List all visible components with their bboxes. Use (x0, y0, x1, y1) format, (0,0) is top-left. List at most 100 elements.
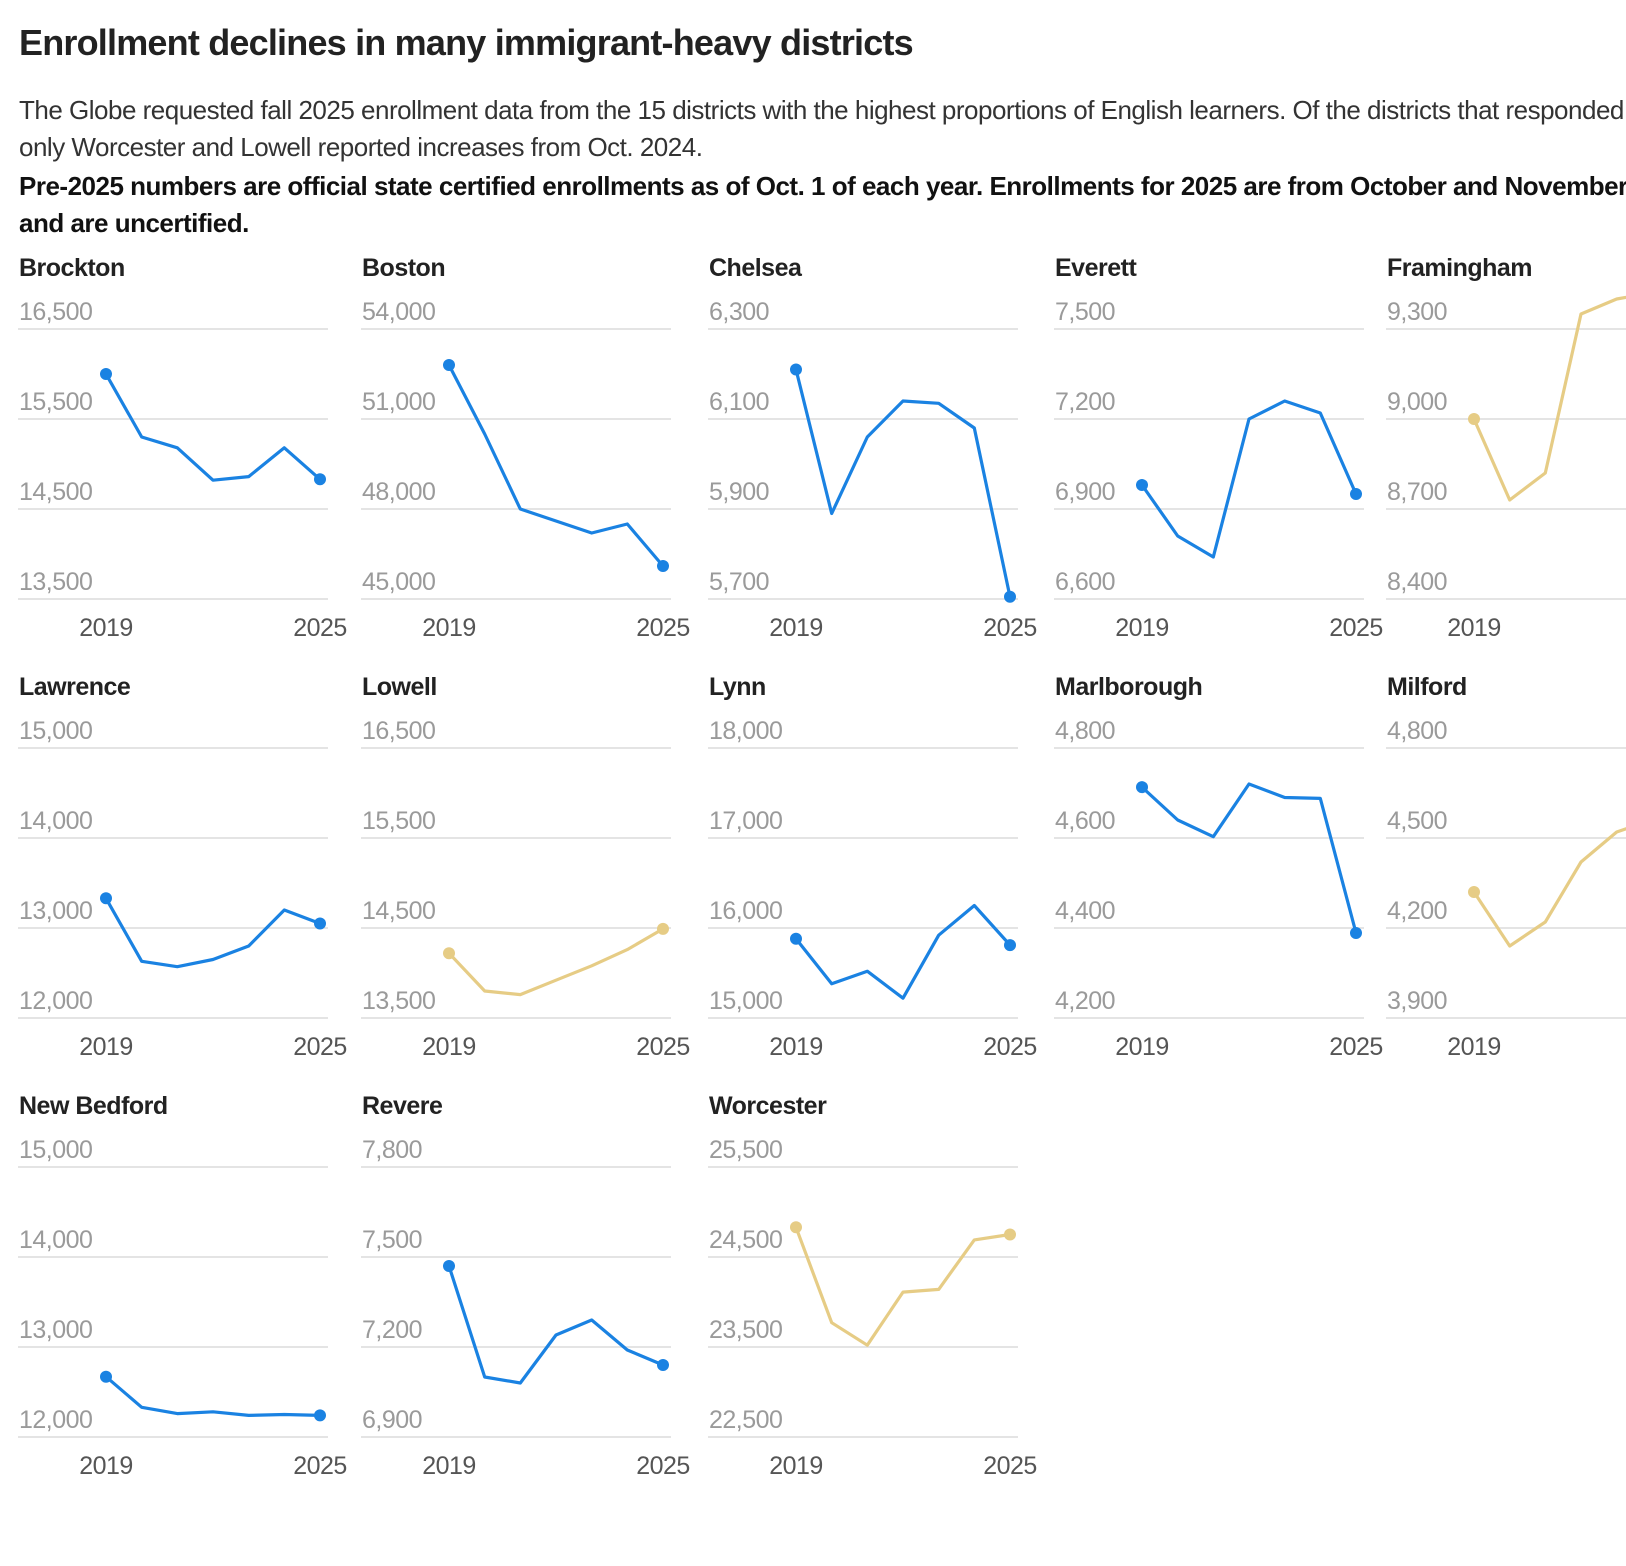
y-tick-label: 9,300 (1387, 298, 1447, 326)
y-tick-label: 15,000 (709, 987, 782, 1015)
y-tick-label: 15,500 (19, 388, 92, 416)
y-tick-label: 5,900 (709, 478, 769, 506)
y-tick-label: 13,500 (362, 987, 435, 1015)
chart-panel: Lowell 16,500 15,500 14,500 13,500 2019 2025 (361, 673, 701, 1093)
series-line (1472, 295, 1626, 502)
y-tick-label: 13,500 (19, 568, 92, 596)
line-chart: 18,000 17,000 16,000 15,000 2019 2025 (708, 717, 1037, 1061)
series-line (1140, 399, 1358, 559)
chart-title: Worcester (709, 1092, 827, 1120)
line-chart: 16,500 15,500 14,500 13,500 2019 2025 (18, 298, 347, 642)
y-tick-label: 9,000 (1387, 388, 1447, 416)
x-tick-label: 2019 (1115, 614, 1169, 642)
y-tick-label: 23,500 (709, 1316, 782, 1344)
y-tick-label: 7,500 (1055, 298, 1115, 326)
chart-title: Framingham (1387, 254, 1533, 282)
start-point (443, 1260, 455, 1272)
line-chart: 15,000 14,000 13,000 12,000 2019 2025 (18, 1136, 347, 1480)
series-line (447, 363, 665, 568)
chart-panel: Worcester 25,500 24,500 23,500 22,500 2019 202… (708, 1092, 1048, 1512)
y-tick-label: 45,000 (362, 568, 435, 596)
chart-title: Marlborough (1055, 673, 1203, 701)
chart-title: Revere (362, 1092, 443, 1120)
x-tick-label: 2019 (422, 614, 476, 642)
end-point (1004, 939, 1016, 952)
y-tick-label: 24,500 (709, 1226, 782, 1254)
y-tick-label: 6,100 (709, 388, 769, 416)
start-point (100, 892, 112, 905)
x-tick-label: 2019 (1447, 614, 1501, 642)
start-point (1468, 886, 1480, 898)
y-tick-label: 13,000 (19, 1316, 92, 1344)
chart-panel: Marlborough 4,800 4,600 4,400 4,200 2019 2025 (1054, 673, 1394, 1093)
start-point (443, 947, 455, 960)
chart-panel: Revere 7,800 7,500 7,200 6,900 2019 2025 (361, 1092, 701, 1512)
end-point (314, 917, 326, 930)
end-point (1350, 488, 1362, 500)
y-tick-label: 16,500 (19, 298, 92, 326)
chart-title: Boston (362, 254, 446, 282)
y-tick-label: 14,000 (19, 1226, 92, 1254)
y-tick-label: 8,400 (1387, 568, 1447, 596)
chart-panel: Brockton 16,500 15,500 14,500 13,500 2019 2025 (18, 254, 358, 674)
x-tick-label: 2025 (293, 1452, 347, 1480)
start-point (1136, 479, 1148, 491)
line-chart: 15,000 14,000 13,000 12,000 2019 2025 (18, 717, 347, 1061)
x-tick-label: 2019 (769, 1033, 823, 1061)
y-tick-label: 8,700 (1387, 478, 1447, 506)
series-line (794, 367, 1012, 599)
y-tick-label: 15,000 (19, 717, 92, 745)
start-point (790, 932, 802, 945)
methodology-note: Pre-2025 numbers are official state cert… (19, 171, 1626, 238)
y-tick-label: 4,500 (1387, 807, 1447, 835)
x-tick-label: 2025 (983, 1452, 1037, 1480)
y-tick-label: 12,000 (19, 1406, 92, 1434)
y-tick-label: 6,900 (362, 1406, 422, 1434)
y-tick-label: 17,000 (709, 807, 782, 835)
page-title: Enrollment declines in many immigrant-he… (19, 22, 914, 63)
x-tick-label: 2025 (983, 1033, 1037, 1061)
chart-title: Lowell (362, 673, 437, 701)
y-tick-label: 4,400 (1055, 897, 1115, 925)
y-tick-label: 7,500 (362, 1226, 422, 1254)
series-line (1472, 827, 1626, 948)
x-tick-label: 2025 (1329, 1033, 1383, 1061)
series-line (104, 1375, 322, 1417)
y-tick-label: 25,500 (709, 1136, 782, 1164)
y-tick-label: 15,500 (362, 807, 435, 835)
y-tick-label: 16,000 (709, 897, 782, 925)
y-tick-label: 18,000 (709, 717, 782, 745)
start-point (443, 359, 455, 371)
x-tick-label: 2025 (636, 614, 690, 642)
end-point (314, 1409, 326, 1422)
end-point (1350, 926, 1362, 939)
x-tick-label: 2019 (769, 614, 823, 642)
line-chart: 54,000 51,000 48,000 45,000 2019 2025 (361, 298, 690, 642)
x-tick-label: 2019 (422, 1033, 476, 1061)
end-point (1004, 590, 1016, 603)
chart-panel: Lawrence 15,000 14,000 13,000 12,000 2019 2025 (18, 673, 358, 1093)
chart-title: Lawrence (19, 673, 131, 701)
x-tick-label: 2025 (1329, 614, 1383, 642)
y-tick-label: 4,800 (1055, 717, 1115, 745)
y-tick-label: 6,900 (1055, 478, 1115, 506)
y-tick-label: 22,500 (709, 1406, 782, 1434)
series-line (104, 372, 322, 482)
chart-panel: Lynn 18,000 17,000 16,000 15,000 2019 2025 (708, 673, 1048, 1093)
end-point (657, 560, 669, 572)
y-tick-label: 48,000 (362, 478, 435, 506)
y-tick-label: 4,200 (1387, 897, 1447, 925)
y-tick-label: 3,900 (1387, 987, 1447, 1015)
start-point (100, 1370, 112, 1383)
end-point (314, 473, 326, 486)
y-tick-label: 4,200 (1055, 987, 1115, 1015)
x-tick-label: 2019 (79, 1033, 133, 1061)
y-tick-label: 6,300 (709, 298, 769, 326)
chart-title: Chelsea (709, 254, 802, 282)
